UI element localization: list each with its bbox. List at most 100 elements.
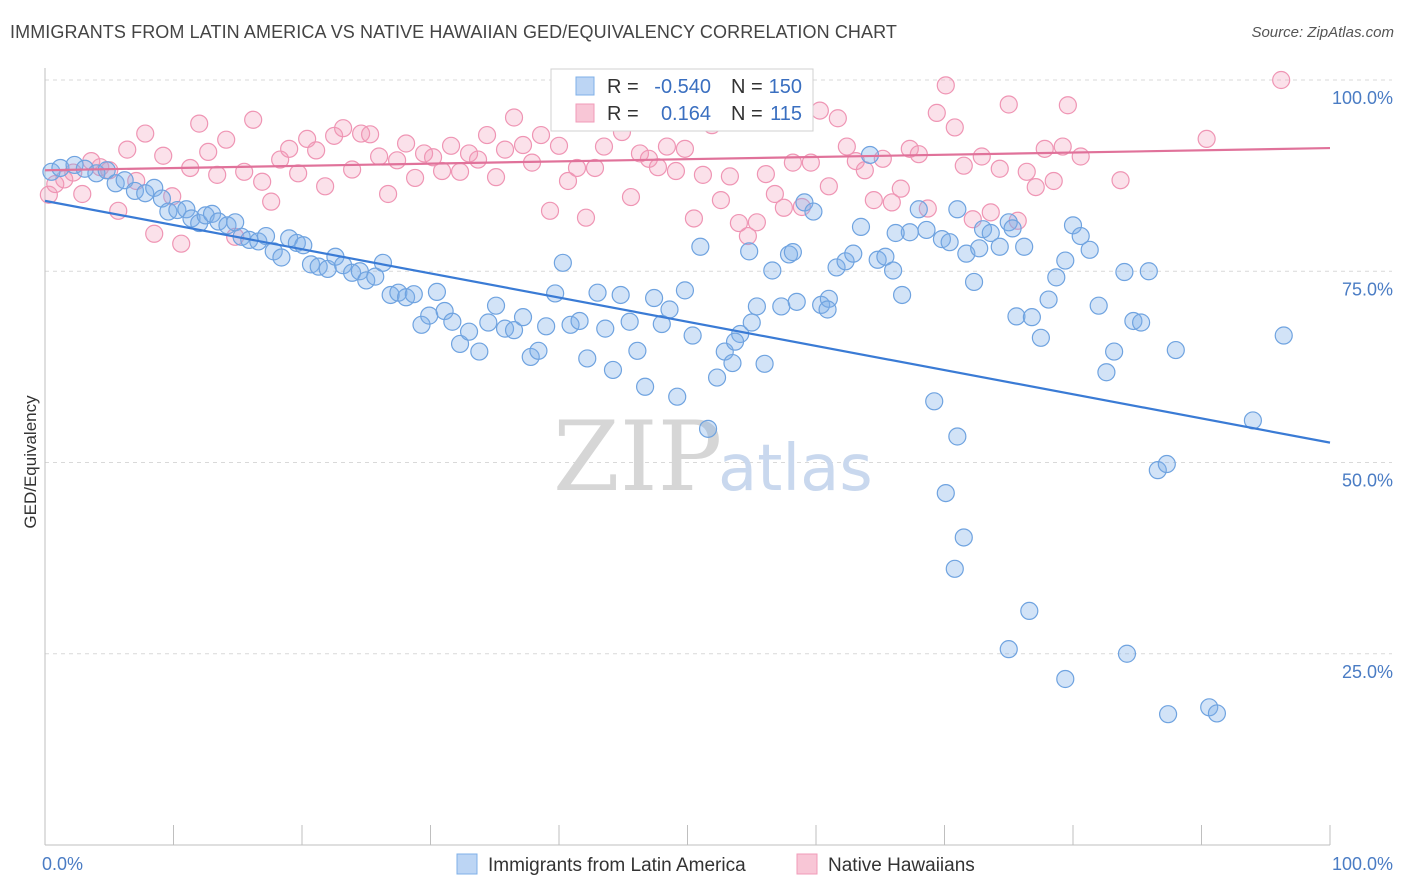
point-latin-america-96 (827, 258, 846, 277)
point-native-hawaiian-39 (387, 151, 407, 170)
point-native-hawaiian-51 (495, 140, 515, 159)
point-native-hawaiian-56 (540, 201, 560, 220)
point-latin-america-106 (909, 200, 928, 219)
trend-line-1 (44, 146, 1331, 172)
x-tick-label-1: 100.0% (1332, 854, 1393, 874)
point-latin-america-47 (427, 282, 447, 302)
point-latin-america-59 (529, 341, 548, 360)
point-latin-america-140 (954, 528, 973, 547)
point-latin-america-139 (936, 484, 955, 503)
point-latin-america-52 (470, 342, 489, 361)
point-native-hawaiian-118 (1058, 96, 1077, 115)
point-native-hawaiian-53 (513, 135, 533, 155)
point-latin-america-91 (787, 292, 806, 311)
point-latin-america-155 (725, 332, 745, 351)
y-axis-label: GED/Equivalency (21, 395, 40, 529)
point-latin-america-62 (553, 253, 572, 272)
point-latin-america-38 (357, 271, 376, 290)
point-native-hawaiian-110 (1026, 178, 1045, 197)
point-latin-america-1 (51, 158, 70, 178)
correlation-legend: R = -0.540 N = 150 R = 0.164 N = 115 (550, 68, 814, 132)
point-native-hawaiian-61 (585, 158, 605, 178)
point-native-hawaiian-88 (828, 109, 847, 128)
point-native-hawaiian-87 (819, 177, 838, 196)
point-latin-america-71 (628, 341, 647, 360)
point-native-hawaiian-60 (576, 208, 596, 227)
point-native-hawaiian-28 (289, 164, 308, 183)
point-native-hawaiian-42 (414, 144, 434, 163)
point-latin-america-67 (596, 319, 615, 338)
point-native-hawaiian-71 (675, 139, 695, 158)
gridlines (45, 79, 1392, 655)
point-native-hawaiian-79 (747, 213, 766, 232)
point-latin-america-151 (1003, 219, 1022, 238)
point-latin-america-93 (804, 202, 823, 221)
point-native-hawaiian-113 (1053, 137, 1072, 156)
point-latin-america-99 (851, 217, 871, 236)
point-latin-america-75 (660, 300, 679, 319)
point-native-hawaiian-92 (864, 191, 883, 210)
point-native-hawaiian-23 (244, 110, 263, 129)
point-latin-america-61 (546, 284, 565, 303)
point-native-hawaiian-117 (1272, 70, 1291, 90)
point-native-hawaiian-105 (981, 203, 1000, 222)
point-latin-america-144 (1056, 669, 1075, 689)
point-latin-america-111 (948, 200, 967, 219)
point-latin-america-108 (925, 392, 944, 411)
point-native-hawaiian-107 (999, 95, 1018, 114)
point-native-hawaiian-55 (531, 125, 551, 145)
point-native-hawaiian-33 (334, 119, 353, 138)
point-latin-america-27 (272, 248, 291, 267)
point-latin-america-65 (578, 349, 597, 368)
point-latin-america-138 (948, 427, 967, 446)
watermark-atlas: atlas (718, 432, 873, 506)
point-native-hawaiian-11 (136, 124, 155, 143)
point-native-hawaiian-59 (567, 158, 587, 178)
point-latin-america-124 (1056, 251, 1075, 270)
point-native-hawaiian-68 (648, 158, 668, 177)
point-native-hawaiian-78 (738, 226, 757, 246)
point-latin-america-51 (459, 322, 479, 341)
point-native-hawaiian-40 (396, 134, 416, 153)
point-latin-america-102 (876, 247, 895, 266)
point-native-hawaiian-52 (504, 108, 524, 127)
point-native-hawaiian-82 (774, 198, 793, 217)
point-native-hawaiian-17 (190, 114, 209, 133)
point-latin-america-120 (1022, 308, 1041, 327)
point-native-hawaiian-12 (145, 224, 164, 243)
point-native-hawaiian-34 (343, 160, 362, 179)
point-latin-america-126 (1071, 226, 1090, 246)
point-native-hawaiian-85 (801, 153, 820, 172)
point-native-hawaiian-49 (477, 125, 497, 145)
point-native-hawaiian-43 (423, 148, 443, 167)
point-native-hawaiian-31 (316, 177, 335, 196)
point-latin-america-148 (1207, 704, 1227, 723)
point-native-hawaiian-101 (945, 118, 964, 137)
point-latin-america-130 (1105, 342, 1124, 361)
point-latin-america-77 (675, 281, 695, 300)
point-native-hawaiian-73 (693, 165, 713, 184)
point-native-hawaiian-41 (405, 168, 425, 188)
point-latin-america-79 (691, 237, 710, 256)
point-native-hawaiian-80 (756, 164, 775, 184)
x-tick-labels: 0.0% 100.0% (42, 854, 1393, 874)
point-native-hawaiian-72 (684, 209, 704, 228)
point-latin-america-73 (644, 288, 664, 308)
source-credit: Source: ZipAtlas.com (1251, 24, 1394, 41)
point-latin-america-152 (818, 300, 837, 319)
point-latin-america-131 (1115, 262, 1134, 282)
point-native-hawaiian-95 (891, 179, 910, 198)
point-latin-america-103 (883, 261, 903, 280)
point-native-hawaiian-91 (855, 161, 874, 180)
point-latin-america-122 (1039, 290, 1058, 309)
point-native-hawaiian-66 (630, 144, 650, 163)
point-native-hawaiian-102 (954, 156, 973, 175)
point-latin-america-135 (1148, 461, 1167, 480)
point-latin-america-116 (990, 237, 1009, 256)
point-latin-america-66 (588, 283, 607, 302)
point-latin-america-0 (42, 162, 61, 181)
point-latin-america-50 (450, 334, 470, 354)
legend-n-label-1: N = (731, 103, 763, 125)
point-latin-america-129 (1097, 363, 1116, 382)
legend-r-label-1: R = (607, 103, 639, 125)
